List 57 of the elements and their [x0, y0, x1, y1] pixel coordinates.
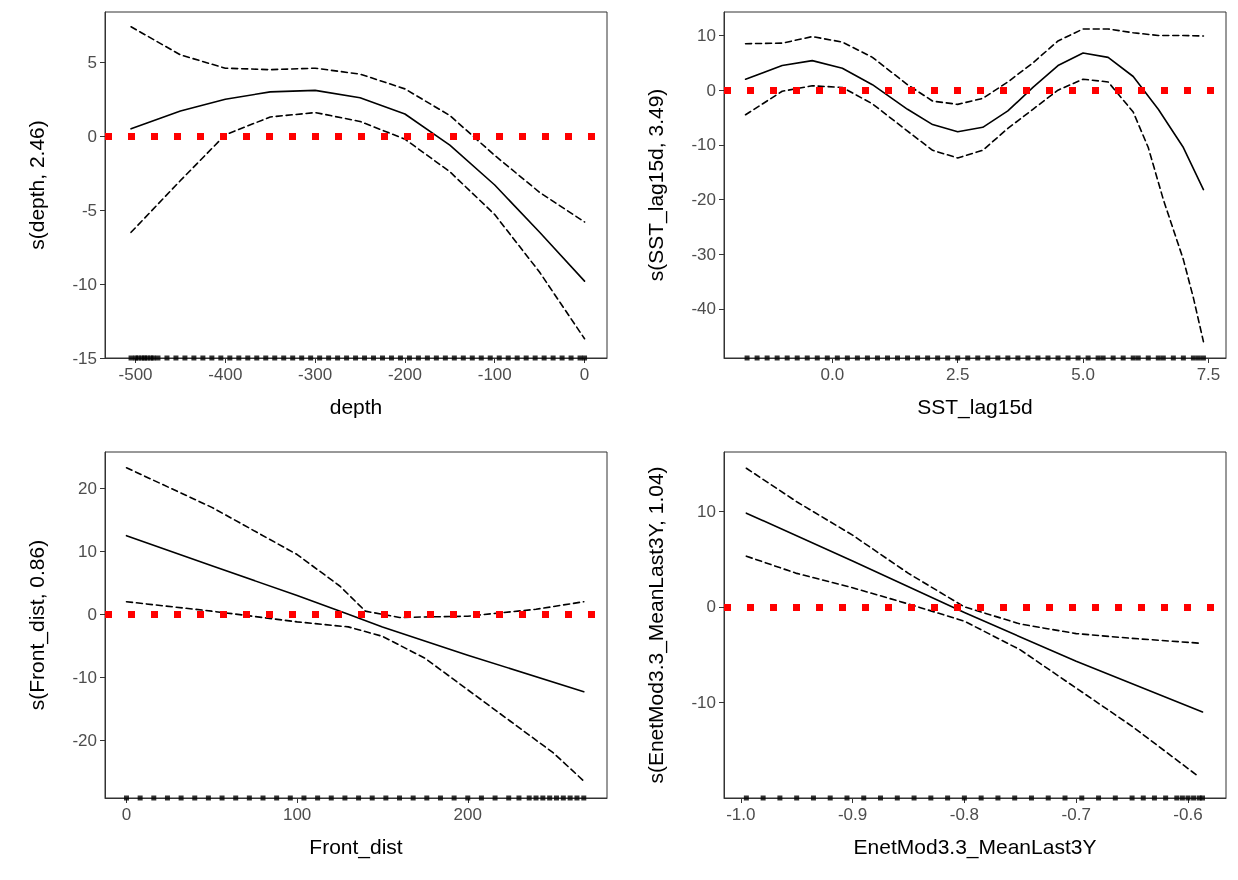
x-tick-label: -100 — [477, 365, 512, 384]
x-tick-label: -200 — [387, 365, 422, 384]
y-tick-label: 0 — [87, 126, 97, 146]
line-series — [745, 467, 1200, 644]
line-series — [744, 52, 1205, 191]
y-axis-title: s(depth, 2.46) — [25, 120, 48, 250]
x-tick-label: -500 — [118, 365, 153, 384]
line-series — [744, 28, 1205, 106]
y-tick-label: -30 — [691, 244, 716, 264]
line-series — [130, 25, 586, 223]
x-tick-label: 200 — [453, 805, 482, 824]
x-tick-label: -400 — [208, 365, 243, 384]
y-tick-label: -5 — [81, 200, 97, 220]
y-tick-label: 10 — [697, 26, 716, 45]
y-tick-label: -10 — [691, 692, 716, 712]
y-tick-label: 0 — [706, 80, 716, 100]
y-axis-title: s(EnetMod3.3_MeanLast3Y, 1.04) — [644, 466, 668, 784]
x-tick-label: 7.5 — [1196, 365, 1221, 384]
x-tick-label: 2.5 — [945, 365, 970, 384]
x-tick-label: 0.0 — [820, 365, 845, 384]
x-tick-label: -0.6 — [1173, 805, 1203, 824]
y-tick-label: -10 — [691, 135, 716, 155]
x-axis-title: SST_lag15d — [917, 395, 1033, 419]
line-series — [125, 534, 585, 693]
y-tick-label: 20 — [78, 478, 97, 498]
x-tick-label: 100 — [282, 805, 312, 824]
y-tick-label: 10 — [78, 541, 97, 561]
x-axis-title: EnetMod3.3_MeanLast3Y — [853, 835, 1097, 859]
y-axis-title: s(SST_lag15d, 3.49) — [644, 88, 668, 282]
y-tick-label: -40 — [691, 299, 716, 319]
line-series — [130, 89, 586, 282]
x-tick-label: -0.9 — [837, 805, 868, 824]
line-series — [125, 466, 585, 619]
x-tick-label: -0.7 — [1061, 805, 1091, 824]
y-tick-label: 10 — [697, 501, 716, 521]
y-tick-label: 0 — [87, 604, 97, 624]
x-axis-title: depth — [329, 395, 383, 418]
line-series — [130, 111, 586, 340]
x-tick-label: -0.8 — [949, 805, 980, 824]
y-axis-title: s(Front_dist, 0.86) — [25, 539, 49, 711]
x-axis-title: Front_dist — [309, 835, 403, 859]
y-tick-label: -10 — [72, 274, 97, 294]
line-series — [744, 78, 1205, 343]
x-tick-label: -1.0 — [726, 805, 756, 824]
x-tick-label: 0 — [121, 805, 132, 824]
line-series — [745, 512, 1204, 713]
x-tick-label: -300 — [298, 365, 333, 384]
y-tick-label: 5 — [87, 52, 97, 72]
y-tick-label: -15 — [72, 348, 97, 368]
x-tick-label: 0 — [579, 365, 590, 384]
y-tick-label: -10 — [72, 667, 97, 687]
y-tick-label: -20 — [691, 189, 716, 209]
y-tick-label: 0 — [706, 597, 716, 617]
x-tick-label: 5.0 — [1071, 365, 1095, 384]
line-series — [125, 600, 585, 782]
line-series — [745, 555, 1200, 778]
y-tick-label: -20 — [72, 730, 97, 750]
